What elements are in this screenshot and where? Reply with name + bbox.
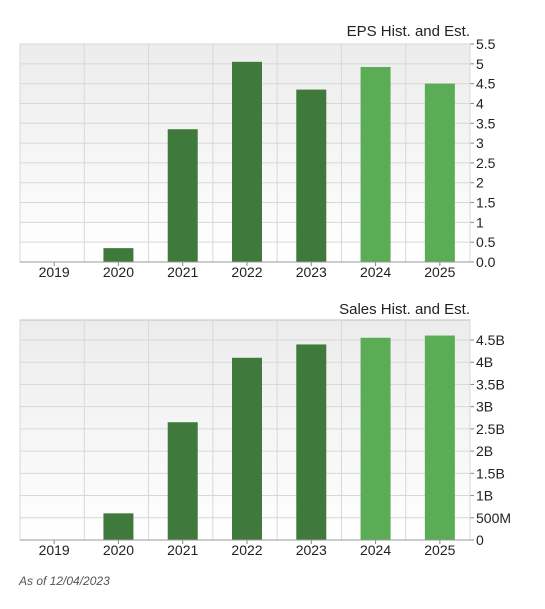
eps-chart: EPS Hist. and Est. 0.0 0.5 1 1.5 2 2.5 3 3.5 4 4.5…	[19, 23, 496, 280]
as-of-date: As of 12/04/2023	[19, 574, 110, 588]
eps-chart-title: EPS Hist. and Est.	[347, 23, 470, 40]
eps-y-tick-label: 4.5	[476, 76, 496, 92]
sales-y-tick-label: 2.5B	[476, 421, 505, 437]
eps-x-tick-label: 2025	[424, 264, 455, 280]
eps-bar-2023	[296, 89, 327, 262]
eps-bar-2021	[167, 129, 198, 262]
eps-x-tick-label: 2024	[360, 264, 391, 280]
eps-y-tick-label: 0.0	[476, 254, 496, 270]
eps-x-tick-label: 2021	[167, 264, 198, 280]
eps-y-tick-label: 2	[476, 175, 484, 191]
eps-x-tick-label: 2023	[296, 264, 327, 280]
sales-y-tick-label: 0	[476, 532, 484, 548]
eps-y-tick-label: 1.5	[476, 195, 496, 211]
sales-y-tick-label: 2B	[476, 443, 493, 459]
sales-x-tick-label: 2022	[231, 542, 262, 558]
eps-y-tick-label: 4	[476, 95, 484, 111]
sales-y-tick-label: 4.5B	[476, 332, 505, 348]
charts-canvas: EPS Hist. and Est. 0.0 0.5 1 1.5 2 2.5 3 3.5 4 4.5…	[19, 23, 511, 558]
eps-bar-2020	[103, 248, 134, 262]
sales-x-tick-label: 2025	[424, 542, 455, 558]
sales-bar-2025	[424, 335, 455, 540]
eps-x-tick-label: 2019	[39, 264, 70, 280]
sales-x-tick-label: 2024	[360, 542, 391, 558]
sales-bar-2023	[296, 344, 327, 540]
sales-y-tick-label: 3.5B	[476, 376, 505, 392]
sales-chart: Sales Hist. and Est. 0 500M 1B 1.5B 2B 2.5B 3B 3…	[19, 301, 511, 558]
eps-y-tick-label: 1	[476, 214, 484, 230]
sales-y-tick-label: 1.5B	[476, 465, 505, 481]
eps-x-tick-label: 2022	[231, 264, 262, 280]
eps-x-tick-label: 2020	[103, 264, 134, 280]
sales-bar-2024	[360, 337, 391, 540]
sales-x-tick-label: 2021	[167, 542, 198, 558]
eps-y-tick-label: 3.5	[476, 115, 496, 131]
eps-y-tick-label: 2.5	[476, 155, 496, 171]
eps-bar-2022	[232, 61, 262, 262]
sales-x-tick-label: 2023	[296, 542, 327, 558]
sales-y-tick-label: 500M	[476, 510, 511, 526]
eps-y-tick-label: 3	[476, 135, 484, 151]
eps-bar-2024	[360, 66, 391, 262]
sales-chart-title: Sales Hist. and Est.	[339, 301, 470, 318]
eps-bar-2025	[424, 83, 455, 263]
sales-bar-2021	[167, 422, 198, 540]
sales-bar-2022	[232, 357, 262, 540]
eps-y-tick-label: 0.5	[476, 234, 496, 250]
sales-y-tick-label: 3B	[476, 399, 493, 415]
sales-y-tick-label: 1B	[476, 488, 493, 504]
sales-x-tick-label: 2020	[103, 542, 134, 558]
sales-y-tick-label: 4B	[476, 354, 493, 370]
sales-bar-2020	[103, 513, 134, 540]
eps-y-tick-label: 5.5	[476, 36, 496, 52]
eps-y-tick-label: 5	[476, 56, 484, 72]
sales-x-tick-label: 2019	[39, 542, 70, 558]
